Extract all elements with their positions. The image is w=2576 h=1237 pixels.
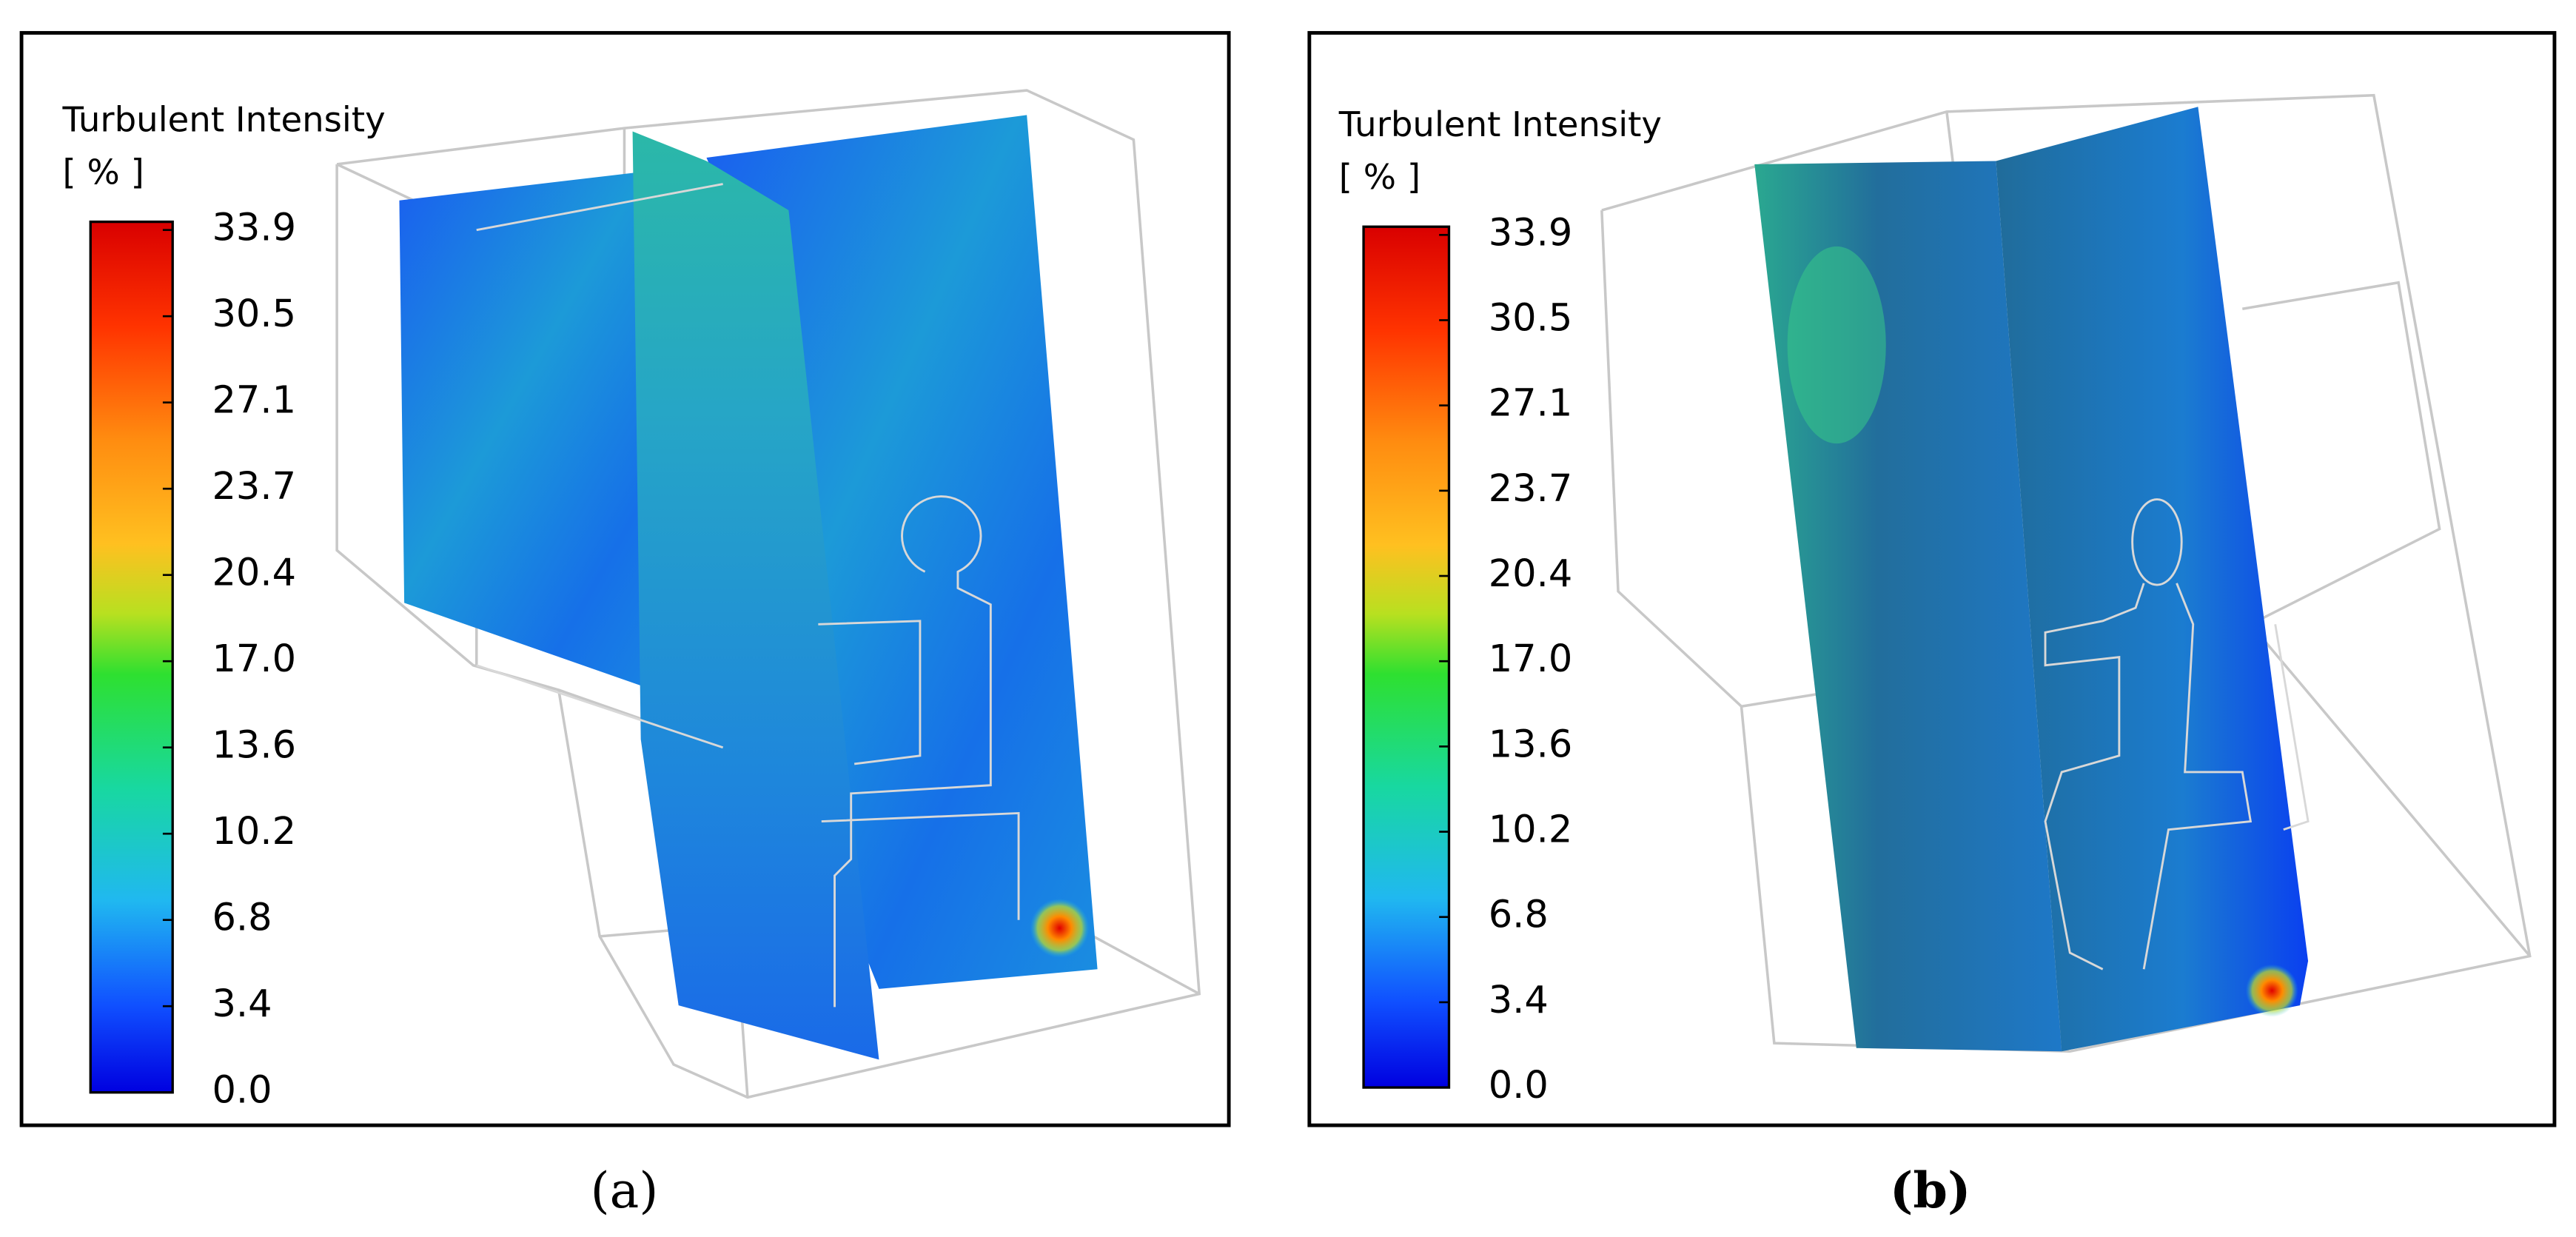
tick-label: 20.4 [1489,552,1573,596]
plane [632,131,879,1060]
geometry [335,89,1201,1099]
panel-b: Turbulent Intensity [ % ] (b) 33.9 30.5 27… [1307,30,2557,1219]
hot-spot [1030,898,1090,958]
tick-label: 10.2 [212,810,296,854]
tick-label: 23.7 [1489,467,1573,511]
tick-label: 23.7 [212,465,296,509]
panel-frame [1307,30,2557,1127]
tick-label: 0.0 [1489,1064,1549,1107]
tick-label: 6.8 [212,896,272,940]
tick-label: 27.1 [1489,382,1573,426]
colorbar [1362,225,1451,1089]
tick-label: 20.4 [212,552,296,595]
panel-frame [19,30,1231,1127]
tick-label: 3.4 [212,982,272,1026]
hot-spot [2245,964,2298,1017]
tick-label: 30.5 [212,292,296,336]
colorbar-unit: [ % ] [63,152,144,192]
tick-label: 0.0 [212,1069,272,1113]
panel-a: Turbulent Intensity [ % ] (a) 33.9 30.5 27… [19,30,1231,1219]
colorbar-unit: [ % ] [1339,157,1421,197]
tick-label: 30.5 [1489,297,1573,341]
tick-label: 3.4 [1489,979,1549,1022]
colorbar-title: Turbulent Intensity [1338,104,1662,144]
colorbar-title: Turbulent Intensity [62,100,386,140]
panel-label: (b) [1890,1161,1971,1219]
tick-label: 6.8 [1489,894,1549,937]
tick-label: 13.6 [212,724,296,768]
panel-label: (a) [591,1161,659,1219]
tick-label: 10.2 [1489,808,1573,852]
plane [1996,107,2309,1052]
plane [399,164,710,710]
tick-label: 17.0 [212,637,296,681]
colorbar [89,220,174,1094]
tick-label: 33.9 [212,207,296,250]
geometry [1600,93,2532,1053]
tick-label: 17.0 [1489,637,1573,681]
high-zone [1787,246,1886,444]
tick-label: 27.1 [212,379,296,423]
tick-label: 33.9 [1489,211,1573,255]
tick-label: 13.6 [1489,723,1573,766]
